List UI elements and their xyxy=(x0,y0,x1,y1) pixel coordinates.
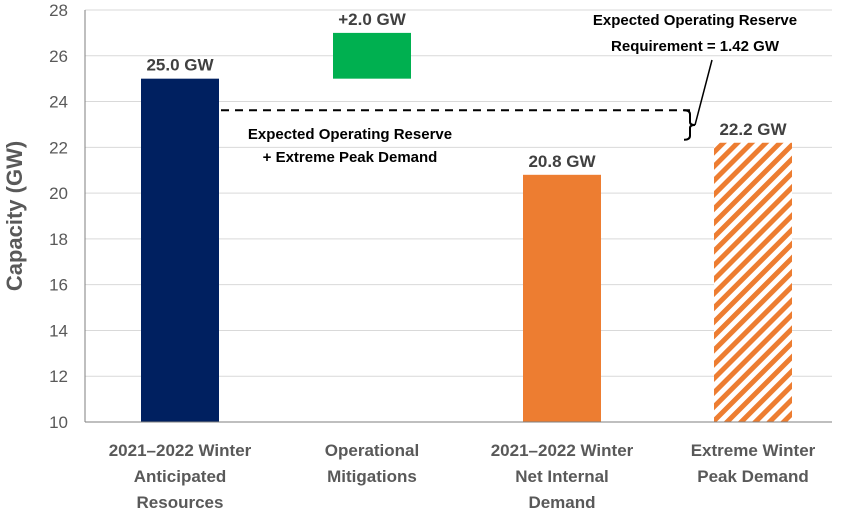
y-axis-ticks: 10 12 14 16 18 20 22 24 26 28 xyxy=(49,1,68,432)
y-tick-label: 28 xyxy=(49,1,68,20)
reserve-requirement-label: Expected Operating Reserve xyxy=(593,12,797,29)
bars xyxy=(141,32,792,423)
y-tick-label: 22 xyxy=(49,138,68,157)
bar-1 xyxy=(141,78,219,423)
category-labels: 2021–2022 Winter Anticipated Resources Oper… xyxy=(109,441,816,510)
y-tick-label: 16 xyxy=(49,276,68,295)
data-label: +2.0 GW xyxy=(338,10,407,29)
y-tick-label: 24 xyxy=(49,93,68,112)
category-label: Peak Demand xyxy=(697,467,809,486)
category-label: Anticipated xyxy=(134,467,227,486)
y-tick-label: 14 xyxy=(49,321,68,340)
y-tick-label: 18 xyxy=(49,230,68,249)
category-label: Extreme Winter xyxy=(691,441,816,460)
reserve-bracket xyxy=(683,109,696,141)
category-label: Operational xyxy=(325,441,419,460)
category-label: 2021–2022 Winter xyxy=(491,441,634,460)
y-tick-label: 12 xyxy=(49,367,68,386)
data-labels: 25.0 GW +2.0 GW 20.8 GW 22.2 GW xyxy=(146,10,787,171)
reserve-plus-peak-label: + Extreme Peak Demand xyxy=(263,149,438,166)
y-tick-label: 26 xyxy=(49,47,68,66)
y-tick-label: 10 xyxy=(49,413,68,432)
category-label: 2021–2022 Winter xyxy=(109,441,252,460)
category-label: Net Internal xyxy=(515,467,609,486)
bar-3 xyxy=(523,174,601,422)
bar-2 xyxy=(333,32,411,79)
data-label: 25.0 GW xyxy=(146,56,214,75)
y-tick-label: 20 xyxy=(49,184,68,203)
bar-4 xyxy=(714,142,792,422)
category-label: Mitigations xyxy=(327,467,417,486)
data-label: 22.2 GW xyxy=(719,120,787,139)
category-label: Demand xyxy=(528,493,595,510)
y-axis-title: Capacity (GW) xyxy=(2,141,27,291)
category-label: Resources xyxy=(137,493,224,510)
requirement-leader-line xyxy=(694,59,713,126)
data-label: 20.8 GW xyxy=(528,152,596,171)
reserve-plus-peak-label: Expected Operating Reserve xyxy=(248,126,452,143)
annotations: Expected Operating Reserve + Extreme Peak… xyxy=(221,12,797,166)
reserve-requirement-label: Requirement = 1.42 GW xyxy=(611,38,780,55)
